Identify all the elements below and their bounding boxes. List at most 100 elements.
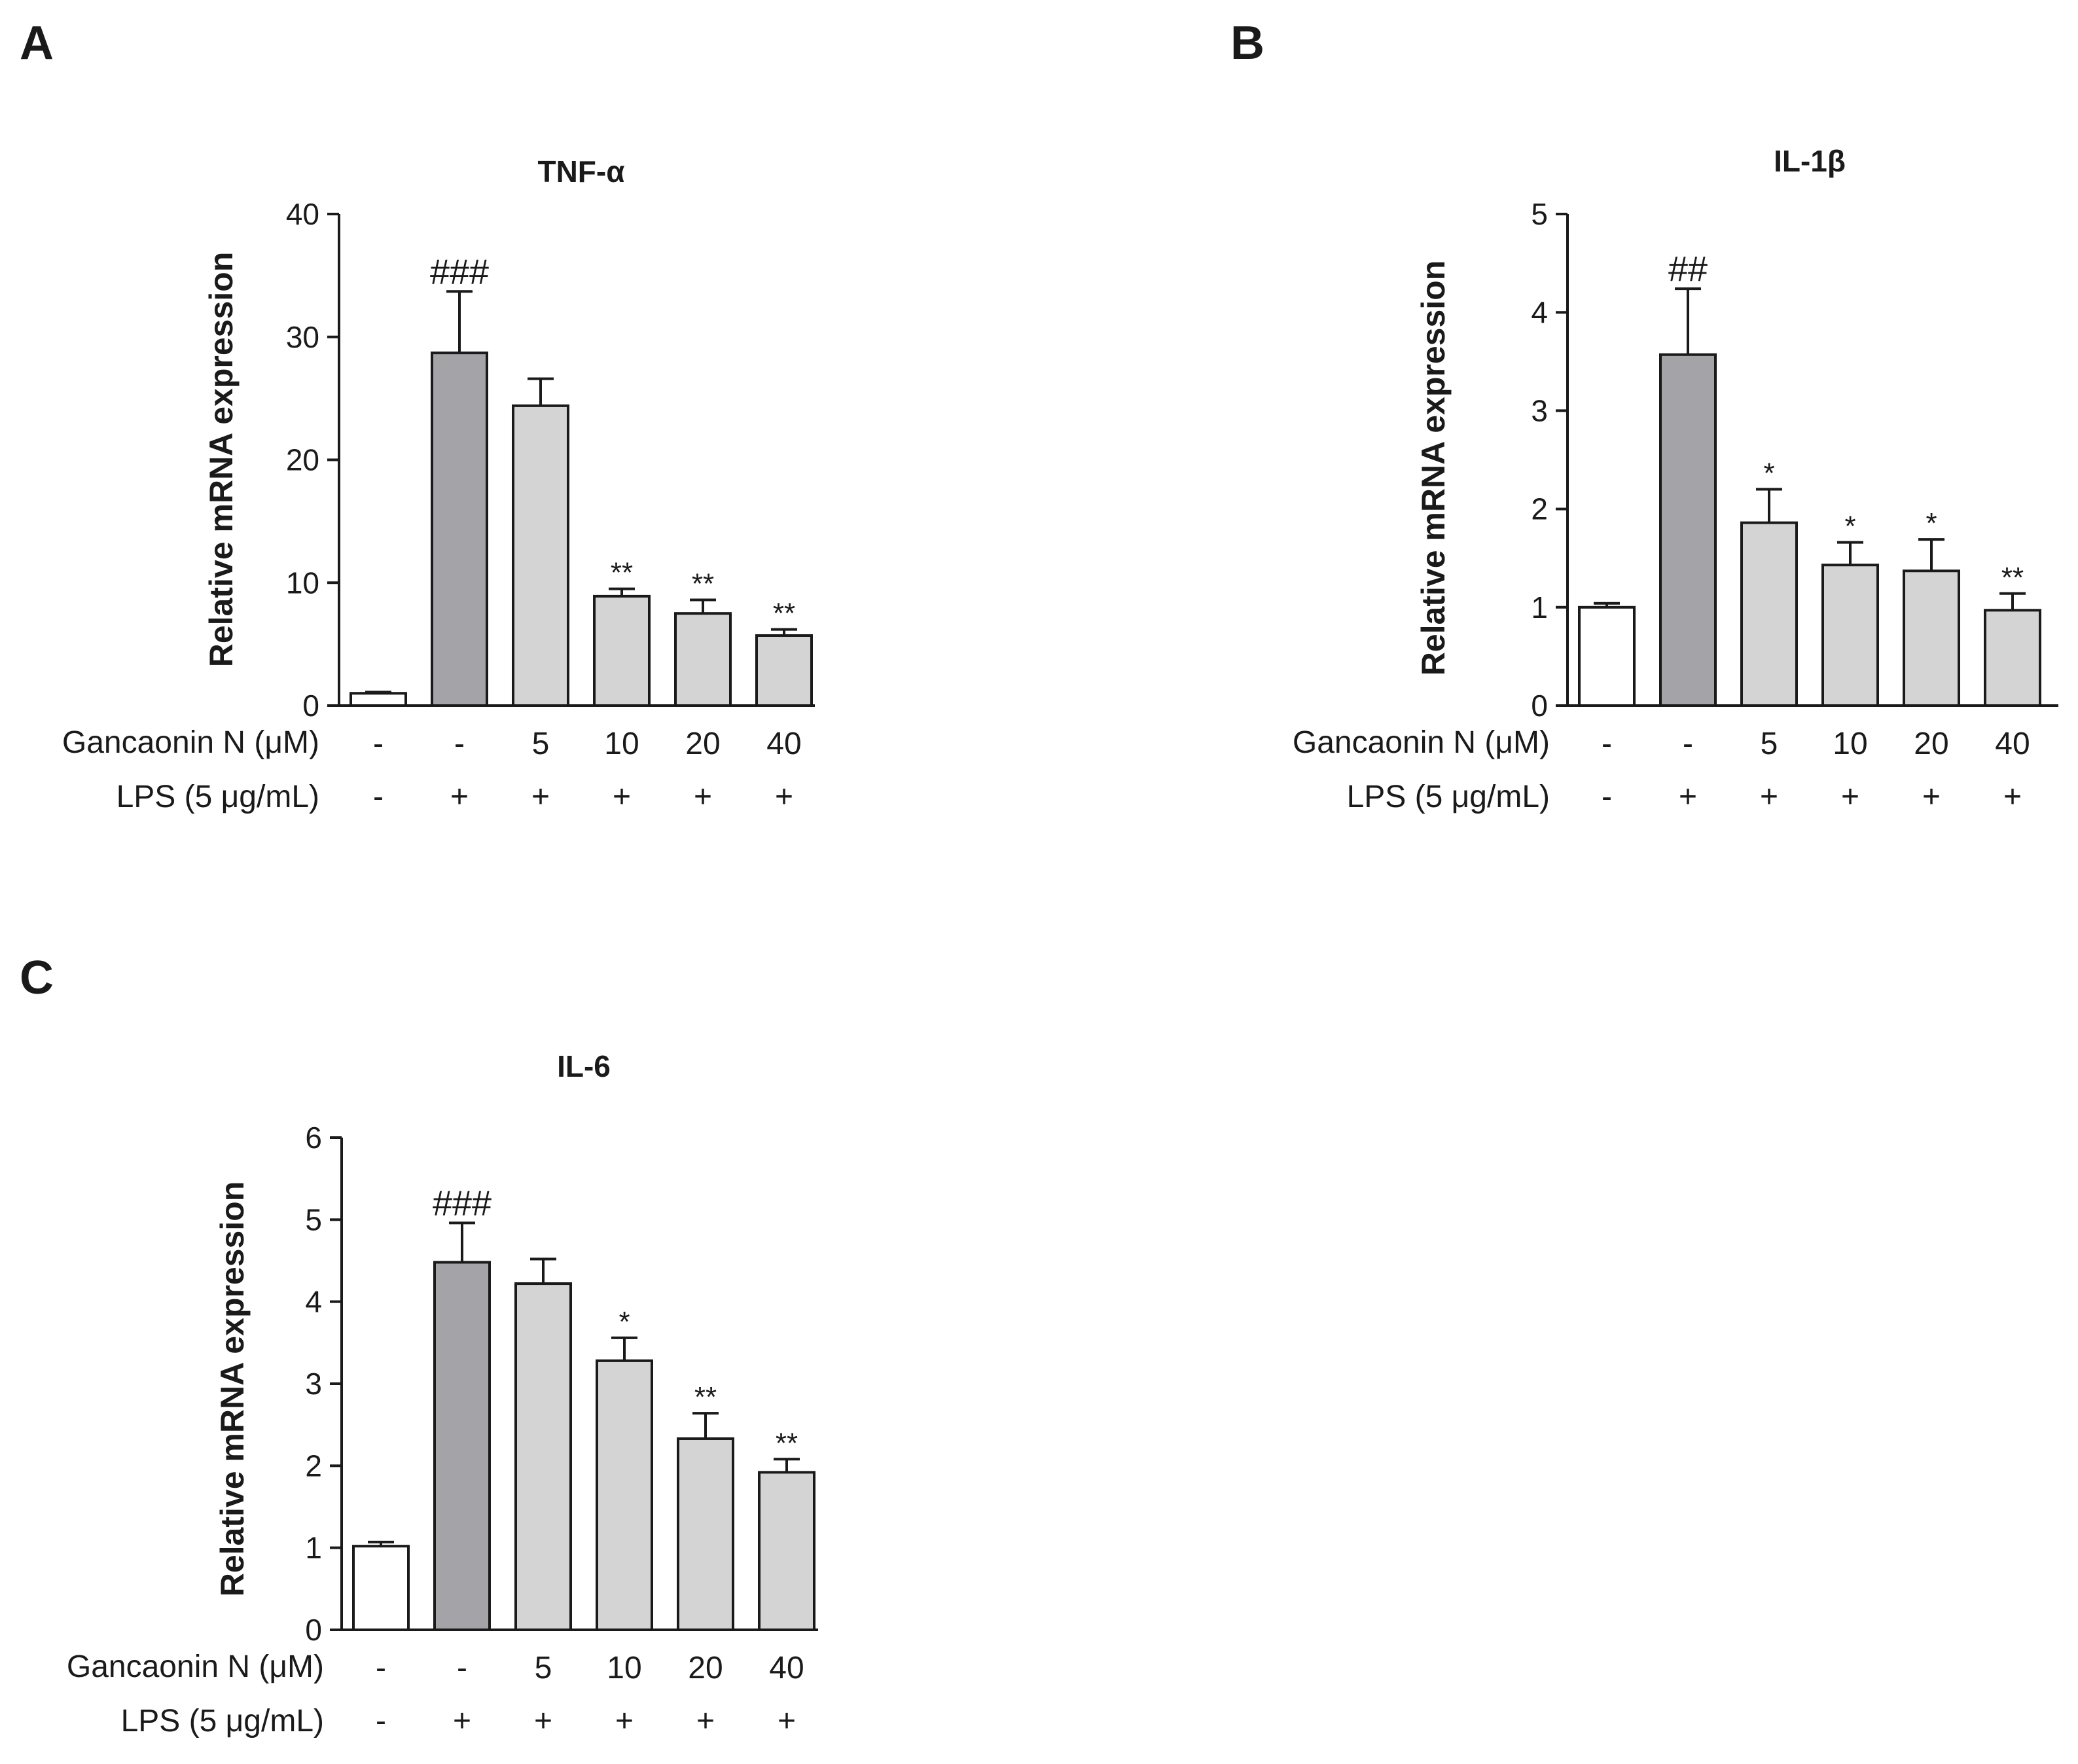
row-label-gancaonin: Gancaonin N (μM) — [67, 1649, 324, 1684]
y-tick-label: 5 — [305, 1202, 322, 1236]
y-tick-label: 0 — [302, 689, 319, 723]
bar — [755, 634, 813, 707]
y-tick-label: 0 — [1531, 689, 1548, 723]
category-label-lps: + — [1922, 780, 1941, 814]
y-axis-label: Relative mRNA expression — [214, 1181, 251, 1597]
category-label-gancaonin: - — [1602, 727, 1612, 761]
panel-label: C — [20, 952, 54, 1004]
y-tick-label: 6 — [305, 1121, 322, 1155]
category-label-gancaonin: 20 — [1914, 727, 1948, 761]
bar — [1821, 564, 1879, 707]
significance-annotation: ** — [2001, 562, 2024, 594]
category-label-lps: + — [1679, 780, 1697, 814]
bar — [431, 351, 488, 707]
category-label-lps: - — [1602, 780, 1612, 814]
significance-annotation: * — [1844, 511, 1855, 543]
chart-title: IL-1β — [1774, 144, 1846, 178]
significance-annotation: ** — [611, 557, 633, 589]
category-label-gancaonin: 5 — [1761, 727, 1778, 761]
category-label-gancaonin: - — [373, 727, 384, 761]
significance-annotation: ### — [430, 252, 489, 291]
row-label-lps: LPS (5 μg/mL) — [1347, 780, 1550, 814]
category-label-lps: + — [1760, 780, 1778, 814]
category-label-lps: + — [450, 780, 469, 814]
category-label-gancaonin: 5 — [535, 1651, 552, 1685]
bar — [593, 594, 651, 708]
row-label-lps: LPS (5 μg/mL) — [116, 780, 319, 814]
category-label-gancaonin: 10 — [604, 727, 639, 761]
y-tick-label: 4 — [305, 1285, 322, 1319]
bar — [674, 612, 732, 707]
significance-annotation: * — [618, 1306, 630, 1338]
category-label-gancaonin: 40 — [766, 727, 801, 761]
significance-annotation: ### — [433, 1183, 492, 1223]
y-tick-label: 3 — [1531, 393, 1548, 427]
y-tick-label: 1 — [305, 1531, 322, 1565]
y-axis-label: Relative mRNA expression — [1415, 261, 1452, 676]
significance-annotation: ** — [694, 1381, 717, 1413]
category-label-lps: + — [2003, 780, 2022, 814]
chart-panel-a: A TNF-α Relative mRNA expression 0 10 20 30 40 G… — [20, 17, 815, 814]
category-label-gancaonin: - — [376, 1651, 386, 1685]
category-label-gancaonin: 40 — [1995, 727, 2030, 761]
category-label-lps: + — [613, 780, 631, 814]
significance-annotation: ## — [1668, 249, 1708, 289]
significance-annotation: ** — [776, 1427, 798, 1459]
bar — [514, 1282, 572, 1632]
category-label-gancaonin: 20 — [688, 1651, 723, 1685]
category-label-gancaonin: - — [1683, 727, 1693, 761]
chart-title: TNF-α — [537, 154, 624, 189]
y-tick-label: 20 — [286, 443, 319, 477]
category-label-gancaonin: 10 — [1833, 727, 1867, 761]
category-label-gancaonin: 20 — [685, 727, 720, 761]
significance-annotation: * — [1763, 458, 1774, 490]
bar — [1659, 353, 1717, 707]
y-tick-label: 4 — [1531, 295, 1548, 329]
bar — [349, 692, 407, 707]
category-label-lps: - — [373, 780, 384, 814]
panel-label: B — [1230, 17, 1264, 69]
y-tick-label: 2 — [1531, 492, 1548, 526]
bar — [596, 1359, 653, 1632]
y-tick-label: 30 — [286, 320, 319, 354]
bar — [512, 404, 569, 707]
bar — [1740, 521, 1798, 707]
category-label-lps: + — [778, 1704, 796, 1738]
category-label-lps: - — [376, 1704, 386, 1738]
row-label-gancaonin: Gancaonin N (μM) — [1293, 725, 1550, 760]
y-tick-label: 2 — [305, 1449, 322, 1483]
category-label-lps: + — [615, 1704, 634, 1738]
panel-label: A — [20, 17, 54, 69]
category-label-gancaonin: 10 — [607, 1651, 641, 1685]
category-label-gancaonin: 5 — [532, 727, 550, 761]
row-label-lps: LPS (5 μg/mL) — [121, 1704, 324, 1738]
bar — [1984, 609, 2041, 708]
category-label-lps: + — [775, 780, 793, 814]
category-label-lps: + — [1841, 780, 1859, 814]
row-label-gancaonin: Gancaonin N (μM) — [62, 725, 319, 760]
bar — [758, 1471, 815, 1632]
category-label-gancaonin: - — [454, 727, 465, 761]
category-label-gancaonin: - — [457, 1651, 467, 1685]
category-label-lps: + — [534, 1704, 552, 1738]
bar — [433, 1261, 491, 1632]
significance-annotation: * — [1926, 507, 1937, 539]
bar — [677, 1437, 734, 1632]
significance-annotation: ** — [773, 598, 795, 630]
bar — [1578, 605, 1636, 707]
y-tick-label: 40 — [286, 197, 319, 231]
y-tick-label: 1 — [1531, 590, 1548, 624]
chart-panel-c: C IL-6 Relative mRNA expression 0 1 2 3 4 5 6 Ganc… — [20, 952, 818, 1738]
category-label-gancaonin: 40 — [769, 1651, 804, 1685]
y-tick-label: 10 — [286, 566, 319, 600]
y-tick-label: 3 — [305, 1367, 322, 1401]
category-label-lps: + — [694, 780, 712, 814]
y-tick-label: 0 — [305, 1613, 322, 1647]
y-tick-label: 5 — [1531, 197, 1548, 231]
y-axis-label: Relative mRNA expression — [203, 252, 240, 668]
category-label-lps: + — [531, 780, 550, 814]
significance-annotation: ** — [692, 568, 714, 600]
category-label-lps: + — [696, 1704, 715, 1738]
chart-panel-b: B IL-1β Relative mRNA expression 0 1 2 3 4 5 Ganc… — [1230, 17, 2058, 814]
